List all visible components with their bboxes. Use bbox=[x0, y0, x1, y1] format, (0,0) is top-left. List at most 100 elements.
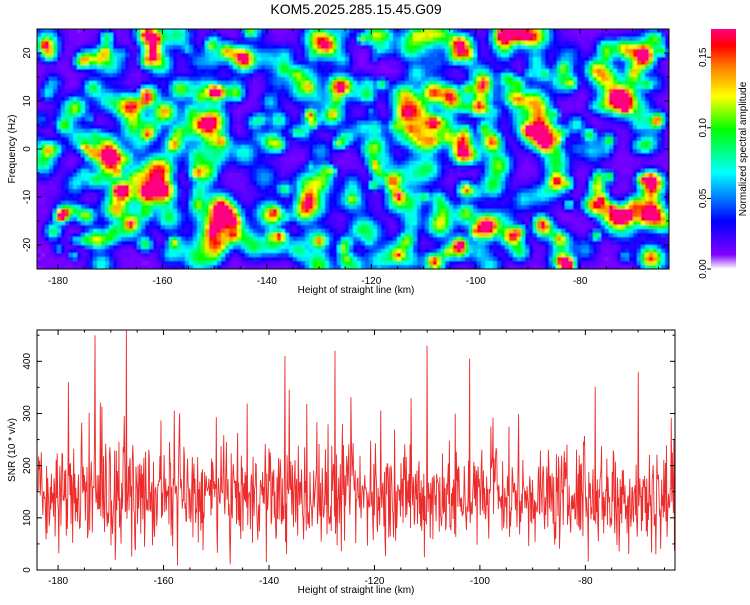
heatmap-cell bbox=[45, 53, 50, 58]
heatmap-cell bbox=[657, 125, 662, 130]
heatmap-cell bbox=[345, 37, 350, 42]
heatmap-cell bbox=[241, 77, 246, 82]
heatmap-cell bbox=[169, 97, 174, 102]
heatmap-cell bbox=[621, 53, 626, 58]
heatmap-cell bbox=[633, 109, 638, 114]
heatmap-cell bbox=[365, 153, 370, 158]
heatmap-cell bbox=[365, 49, 370, 54]
heatmap-cell bbox=[269, 49, 274, 54]
heatmap-cell bbox=[513, 89, 518, 94]
heatmap-cell bbox=[89, 41, 94, 46]
heatmap-cell bbox=[553, 33, 558, 38]
heatmap-cell bbox=[249, 93, 254, 98]
heatmap-cell bbox=[377, 89, 382, 94]
heatmap-cell bbox=[565, 49, 570, 54]
heatmap-cell bbox=[449, 145, 454, 150]
heatmap-cell bbox=[61, 29, 66, 34]
heatmap-cell bbox=[625, 93, 630, 98]
heatmap-cell bbox=[553, 65, 558, 70]
heatmap-cell bbox=[569, 149, 574, 154]
heatmap-cell bbox=[573, 145, 578, 150]
heatmap-cell bbox=[661, 29, 666, 34]
heatmap-cell bbox=[325, 105, 330, 110]
heatmap-cell bbox=[213, 145, 218, 150]
heatmap-cell bbox=[645, 101, 650, 106]
heatmap-cell bbox=[129, 29, 134, 34]
heatmap-cell bbox=[365, 57, 370, 62]
heatmap-cell bbox=[181, 121, 186, 126]
heatmap-cell bbox=[377, 65, 382, 70]
heatmap-cell bbox=[473, 69, 478, 74]
heatmap-cell bbox=[581, 77, 586, 82]
heatmap-cell bbox=[485, 141, 490, 146]
heatmap-cell bbox=[57, 129, 62, 134]
heatmap-cell bbox=[349, 41, 354, 46]
heatmap-cell bbox=[89, 93, 94, 98]
heatmap-cell bbox=[293, 101, 298, 106]
heatmap-cell bbox=[233, 129, 238, 134]
heatmap-cell bbox=[645, 133, 650, 138]
heatmap-cell bbox=[153, 85, 158, 90]
heatmap-cell bbox=[409, 33, 414, 38]
heatmap-cell bbox=[257, 49, 262, 54]
heatmap-cell bbox=[473, 101, 478, 106]
heatmap-cell bbox=[549, 97, 554, 102]
heatmap-cell bbox=[469, 65, 474, 70]
heatmap-cell bbox=[473, 41, 478, 46]
heatmap-cell bbox=[469, 137, 474, 142]
heatmap-cell bbox=[529, 29, 534, 34]
heatmap-cell bbox=[385, 109, 390, 114]
heatmap-cell bbox=[573, 69, 578, 74]
heatmap-cell bbox=[453, 73, 458, 78]
heatmap-cell bbox=[621, 85, 626, 90]
heatmap-cell bbox=[449, 65, 454, 70]
heatmap-cell bbox=[429, 121, 434, 126]
heatmap-cell bbox=[665, 113, 669, 118]
heatmap-cell bbox=[109, 65, 114, 70]
heatmap-cell bbox=[309, 65, 314, 70]
heatmap-cell bbox=[353, 57, 358, 62]
heatmap-cell bbox=[349, 153, 354, 158]
heatmap-cell bbox=[441, 137, 446, 142]
heatmap-cell bbox=[657, 33, 662, 38]
heatmap-cell bbox=[621, 141, 626, 146]
heatmap-cell bbox=[461, 73, 466, 78]
heatmap-cell bbox=[553, 61, 558, 66]
heatmap-cell bbox=[297, 69, 302, 74]
heatmap-cell bbox=[437, 61, 442, 66]
heatmap-cell bbox=[37, 53, 42, 58]
heatmap-cell bbox=[105, 141, 110, 146]
heatmap-cell bbox=[553, 113, 558, 118]
heatmap-cell bbox=[201, 65, 206, 70]
heatmap-cell bbox=[645, 61, 650, 66]
heatmap-cell bbox=[257, 37, 262, 42]
heatmap-cell bbox=[185, 145, 190, 150]
heatmap-cell bbox=[309, 73, 314, 78]
heatmap-cell bbox=[637, 53, 642, 58]
heatmap-cell bbox=[649, 133, 654, 138]
heatmap-cell bbox=[289, 97, 294, 102]
heatmap-cell bbox=[661, 69, 666, 74]
heatmap-cell bbox=[429, 97, 434, 102]
heatmap-cell bbox=[537, 57, 542, 62]
heatmap-cell bbox=[601, 29, 606, 34]
heatmap-cell bbox=[125, 29, 130, 34]
heatmap-cell bbox=[513, 61, 518, 66]
heatmap-cell bbox=[481, 93, 486, 98]
heatmap-cell bbox=[137, 137, 142, 142]
heatmap-cell bbox=[609, 93, 614, 98]
heatmap-cell bbox=[457, 45, 462, 50]
heatmap-cell bbox=[301, 145, 306, 150]
heatmap-cell bbox=[553, 121, 558, 126]
heatmap-cell bbox=[53, 41, 58, 46]
heatmap-cell bbox=[177, 101, 182, 106]
heatmap-cell bbox=[573, 29, 578, 34]
heatmap-cell bbox=[657, 145, 662, 150]
heatmap-cell bbox=[593, 121, 598, 126]
heatmap-cell bbox=[237, 89, 242, 94]
heatmap-cell bbox=[149, 57, 154, 62]
heatmap-cell bbox=[513, 149, 518, 154]
heatmap-cell bbox=[501, 133, 506, 138]
heatmap-cell bbox=[241, 73, 246, 78]
heatmap-cell bbox=[649, 53, 654, 58]
